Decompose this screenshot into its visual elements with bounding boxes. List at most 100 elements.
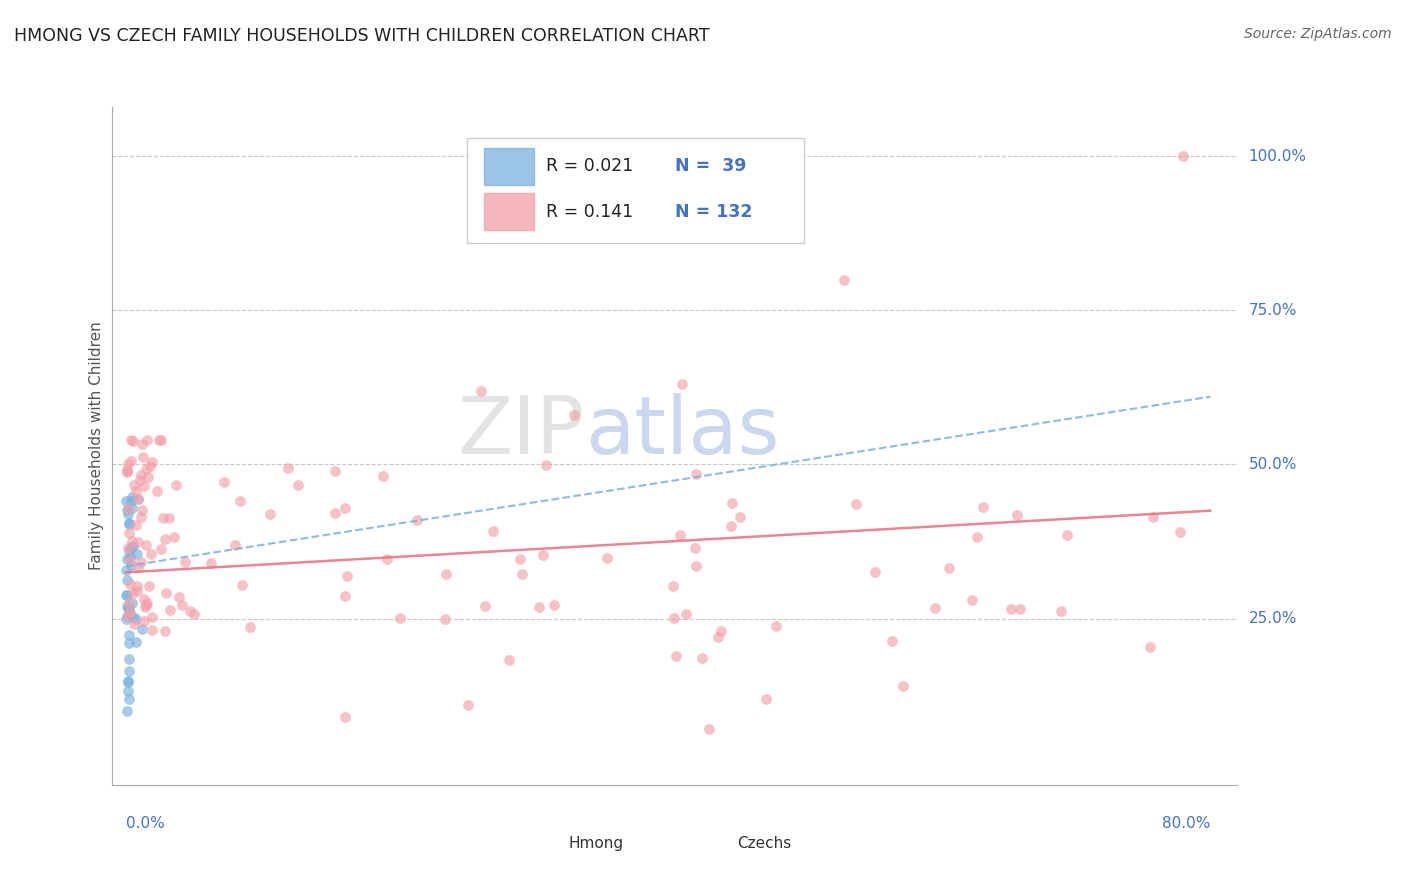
Text: HMONG VS CZECH FAMILY HOUSEHOLDS WITH CHILDREN CORRELATION CHART: HMONG VS CZECH FAMILY HOUSEHOLDS WITH CH…: [14, 27, 710, 45]
Point: [122, 434, 145, 448]
Point: [531, 548, 554, 562]
Point: [668, 528, 690, 542]
Point: [163, 530, 186, 544]
Point: [690, 650, 713, 665]
Point: [127, 492, 149, 507]
Point: [118, 664, 141, 678]
Point: [697, 723, 720, 737]
Point: [117, 516, 139, 530]
Point: [765, 618, 787, 632]
Point: [155, 586, 177, 600]
Point: [128, 474, 150, 488]
Point: [966, 530, 988, 544]
Point: [149, 541, 172, 556]
Point: [121, 586, 143, 600]
Point: [125, 579, 148, 593]
Point: [845, 497, 868, 511]
Text: R = 0.021: R = 0.021: [546, 157, 633, 175]
Point: [388, 611, 411, 625]
Point: [115, 552, 138, 566]
Text: Source: ZipAtlas.com: Source: ZipAtlas.com: [1244, 27, 1392, 41]
Point: [167, 590, 190, 604]
Point: [131, 467, 153, 482]
Point: [115, 612, 138, 626]
Point: [375, 552, 398, 566]
Point: [333, 710, 356, 724]
Point: [863, 565, 886, 579]
Point: [121, 610, 143, 624]
Point: [125, 517, 148, 532]
Point: [120, 454, 142, 468]
Point: [1139, 640, 1161, 654]
Point: [498, 653, 520, 667]
Point: [153, 532, 176, 546]
Point: [405, 513, 427, 527]
Bar: [484, 194, 534, 230]
Point: [117, 674, 139, 689]
Point: [683, 541, 706, 556]
Point: [1142, 509, 1164, 524]
Point: [115, 563, 138, 577]
Point: [685, 467, 707, 481]
Point: [529, 599, 551, 614]
Text: 25.0%: 25.0%: [1249, 611, 1296, 626]
Point: [120, 434, 142, 448]
Point: [117, 673, 139, 688]
Point: [173, 555, 195, 569]
Point: [120, 558, 142, 573]
Point: [333, 501, 356, 516]
Point: [457, 698, 479, 712]
Point: [1050, 604, 1073, 618]
Text: atlas: atlas: [585, 393, 779, 472]
Point: [136, 469, 159, 483]
Point: [117, 541, 139, 555]
Point: [118, 549, 141, 564]
Point: [122, 478, 145, 492]
Point: [671, 377, 693, 392]
Point: [165, 478, 187, 492]
Point: [214, 475, 236, 490]
Point: [832, 272, 855, 286]
Text: 0.0%: 0.0%: [127, 815, 165, 830]
Point: [131, 503, 153, 517]
Point: [117, 601, 139, 615]
Text: R = 0.141: R = 0.141: [546, 203, 633, 221]
Point: [131, 436, 153, 450]
Point: [148, 433, 170, 447]
Point: [661, 579, 683, 593]
Point: [131, 622, 153, 636]
Point: [336, 569, 359, 583]
Point: [1056, 528, 1078, 542]
Point: [434, 612, 457, 626]
Point: [277, 461, 299, 475]
Point: [136, 433, 159, 447]
Point: [117, 609, 139, 624]
Point: [371, 469, 394, 483]
Point: [129, 509, 152, 524]
Point: [125, 635, 148, 649]
Bar: [517, 830, 557, 856]
Point: [179, 604, 201, 618]
Point: [115, 609, 138, 624]
Point: [132, 478, 155, 492]
Point: [118, 525, 141, 540]
Point: [200, 556, 222, 570]
Point: [706, 630, 728, 644]
Point: [135, 596, 157, 610]
Point: [118, 544, 141, 558]
Point: [118, 605, 141, 619]
Point: [138, 579, 160, 593]
Point: [662, 611, 685, 625]
Point: [121, 490, 143, 504]
Point: [1008, 602, 1031, 616]
Point: [720, 519, 742, 533]
Point: [118, 517, 141, 532]
Point: [118, 652, 141, 666]
Point: [596, 551, 619, 566]
Point: [510, 567, 533, 582]
Point: [562, 408, 585, 422]
Point: [434, 566, 457, 581]
Point: [129, 555, 152, 569]
Point: [117, 507, 139, 521]
Point: [118, 553, 141, 567]
